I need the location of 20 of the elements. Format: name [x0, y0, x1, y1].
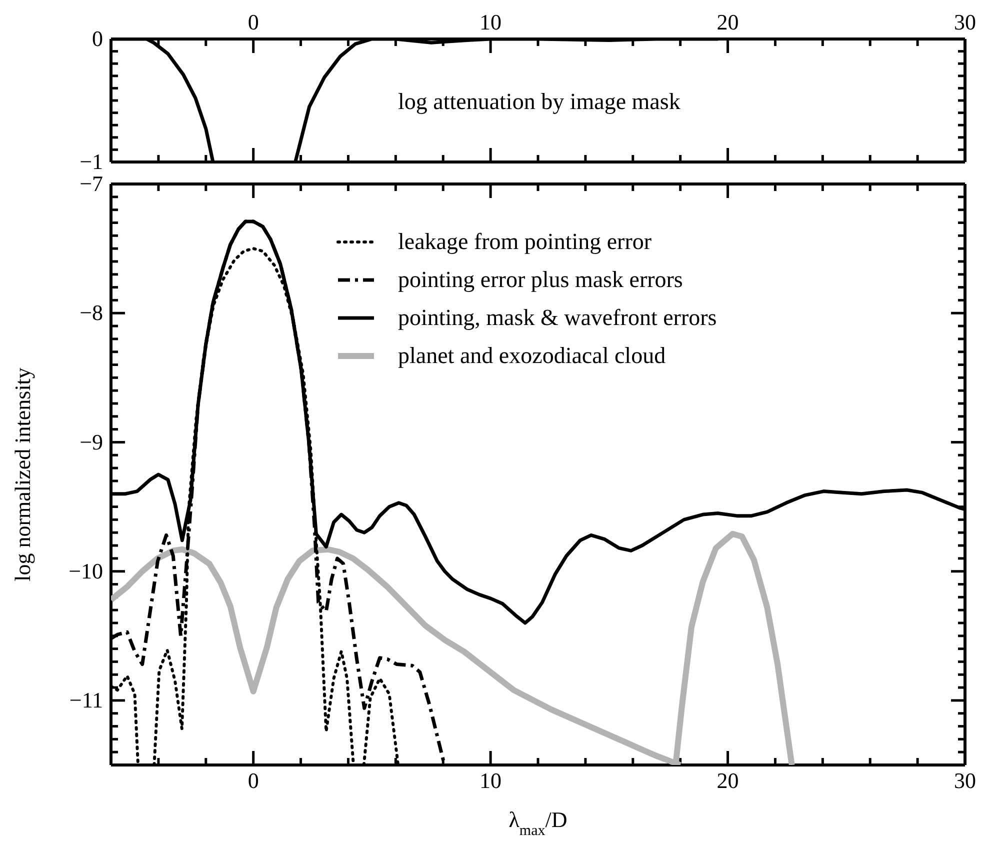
annotation: log attenuation by image mask [398, 89, 681, 114]
x-tick-label: 0 [248, 9, 259, 34]
y-tick-label: −11 [69, 687, 103, 712]
x-tick-label: 0 [248, 768, 259, 793]
x-tick-label: 10 [480, 768, 502, 793]
legend-label: pointing, mask & wavefront errors [398, 305, 717, 330]
y-tick-label: −8 [80, 300, 103, 326]
y-tick-label: 0 [92, 26, 103, 52]
legend-label: leakage from pointing error [398, 229, 652, 254]
y-tick-label: −9 [80, 429, 103, 454]
y-axis-title: log normalized intensity [10, 368, 35, 582]
y-tick-label: −10 [68, 558, 103, 584]
x-tick-label: 30 [954, 9, 976, 34]
legend-label: planet and exozodiacal cloud [398, 343, 666, 368]
x-tick-label: 20 [716, 768, 739, 793]
x-tick-label: 30 [954, 768, 976, 793]
legend-label: pointing error plus mask errors [398, 267, 683, 292]
x-axis-title: λ$_{max}$/D [508, 807, 568, 839]
x-tick-label: 20 [716, 9, 739, 34]
x-tick-label: 10 [480, 9, 502, 34]
